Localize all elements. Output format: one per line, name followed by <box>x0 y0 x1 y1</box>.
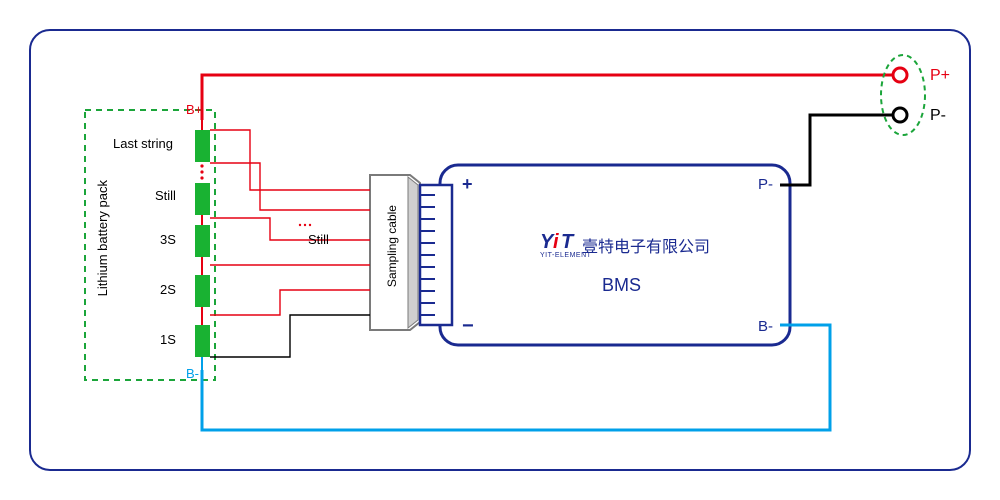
svg-text:i: i <box>553 231 559 253</box>
label-bms: BMS <box>602 275 641 296</box>
bms-plus-mark: + <box>462 174 473 194</box>
company-logo: Y i T <box>540 231 575 253</box>
label-2s: 2S <box>160 282 176 297</box>
terminal-pplus <box>893 68 907 82</box>
wire-bplus-to-pplus <box>202 75 900 120</box>
label-company: 壹特电子有限公司 <box>582 233 710 257</box>
label-still2: Still <box>308 232 329 247</box>
label-bplus: B+ <box>186 102 202 117</box>
cell-2s <box>195 275 210 307</box>
label-pminus: P- <box>930 107 946 125</box>
label-bms-pminus: P- <box>758 176 773 193</box>
label-pplus: P+ <box>930 67 950 85</box>
terminal-highlight <box>881 55 925 135</box>
sampling-wires-red <box>210 130 370 315</box>
label-last-string: Last string <box>113 136 173 151</box>
terminal-pminus <box>893 108 907 122</box>
cell-last <box>195 130 210 162</box>
sampling-wire-black <box>210 315 370 357</box>
label-bminus: B- <box>186 366 199 381</box>
cell-3s <box>195 225 210 257</box>
svg-text:T: T <box>561 231 575 253</box>
cell-1s <box>195 325 210 357</box>
wire-pminus <box>780 115 900 185</box>
bms-minus-mark: − <box>462 315 474 337</box>
cell-dots <box>200 164 203 179</box>
label-3s: 3S <box>160 232 176 247</box>
label-still: Still <box>155 188 176 203</box>
label-sampling-cable: Sampling cable <box>385 205 399 287</box>
label-1s: 1S <box>160 332 176 347</box>
cell-still <box>195 183 210 215</box>
label-company-sub: YIT-ELEMENT <box>540 252 591 259</box>
label-bms-bminus: B- <box>758 318 773 335</box>
label-battery-pack: Lithium battery pack <box>95 180 110 296</box>
